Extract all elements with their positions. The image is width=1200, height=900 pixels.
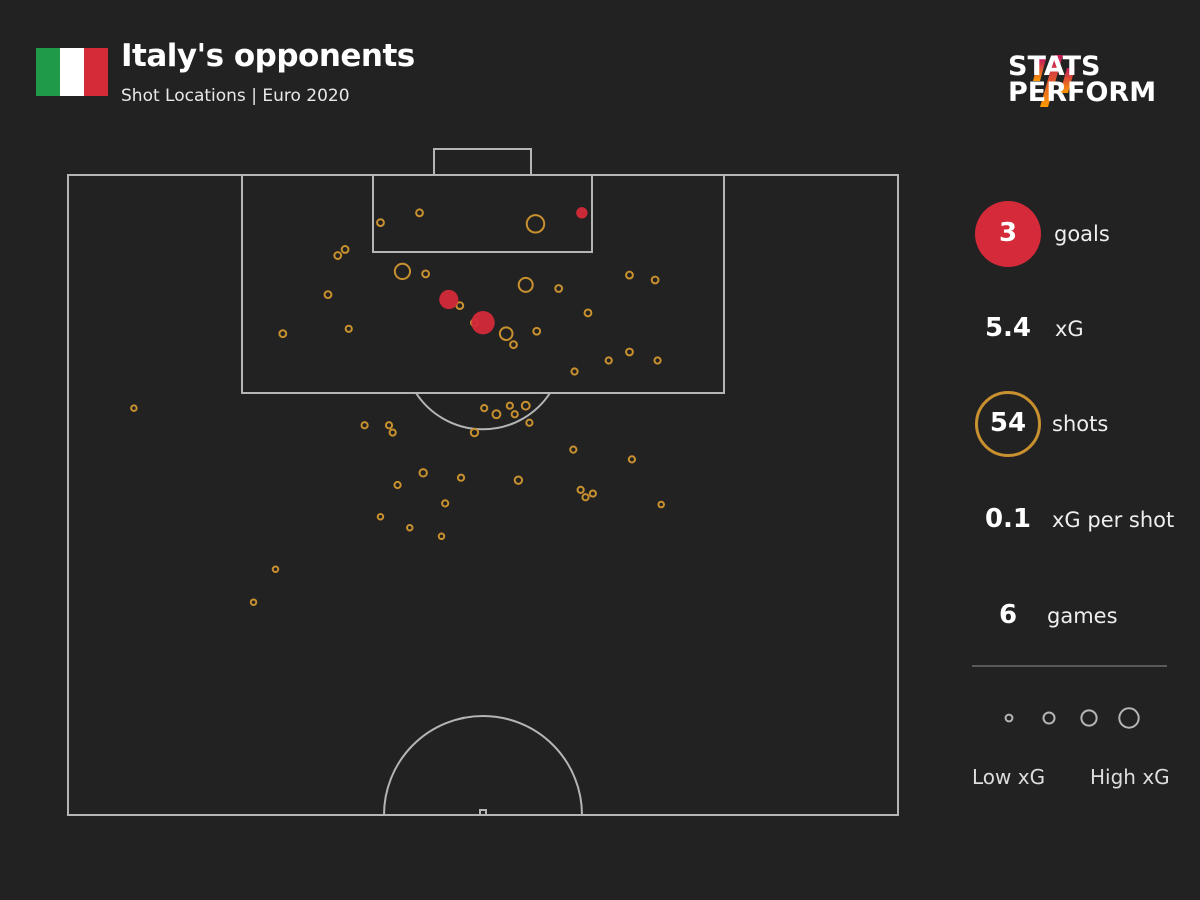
shot-marker [333, 251, 343, 260]
shot-marker [510, 410, 519, 419]
pitch-markings [67, 148, 899, 816]
xg-label: xG [1055, 317, 1084, 341]
shot-marker [406, 523, 414, 532]
shot-marker [344, 324, 353, 333]
penalty-area [241, 174, 725, 394]
shot-marker [130, 404, 138, 412]
logo-line-2: PERFORM [1008, 77, 1157, 108]
shot-marker [249, 598, 258, 606]
shots-badge [975, 391, 1041, 457]
xg-size-legend [1004, 707, 1140, 729]
shot-marker [653, 356, 662, 365]
legend-high-xg: High xG [1090, 765, 1170, 789]
shot-marker [271, 565, 280, 574]
games-value: 6 [998, 600, 1018, 630]
goals-badge [975, 201, 1041, 267]
shot-marker [415, 208, 424, 218]
stats-perform-logo: STATS PERFORM [1008, 51, 1157, 108]
legend-size-circle [1118, 707, 1140, 729]
shot-marker [376, 513, 385, 521]
legend-low-xg: Low xG [972, 765, 1046, 789]
shots-label: shots [1052, 412, 1109, 436]
shot-marker [388, 428, 397, 437]
shots-layer [130, 207, 665, 606]
legend-size-circle [1042, 711, 1056, 725]
shot-marker [437, 532, 446, 541]
shot-marker [323, 290, 333, 300]
shot-marker [525, 418, 534, 427]
chart-title: Italy's opponents [121, 38, 415, 74]
stats-divider [972, 665, 1167, 667]
games-label: games [1047, 604, 1118, 628]
logo-line-1: STATS [1008, 51, 1101, 82]
shot-marker [554, 284, 564, 293]
shot-marker [569, 445, 578, 454]
centre-circle [383, 715, 583, 816]
shot-marker [418, 468, 428, 478]
shot-marker [520, 400, 531, 411]
shot-marker [421, 269, 431, 279]
shot-marker [498, 326, 514, 341]
shot-marker [570, 367, 579, 376]
shots-value: 54 [989, 408, 1027, 438]
shot-marker [393, 480, 402, 490]
shot-marker [340, 245, 350, 254]
shot-marker [625, 347, 634, 357]
chart-subtitle: Shot Locations | Euro 2020 [121, 86, 350, 106]
legend-size-circle [1080, 709, 1098, 727]
goal-marker [471, 310, 495, 335]
shot-marker [480, 404, 489, 413]
shot-marker [532, 326, 542, 336]
shot-marker [469, 427, 480, 438]
centre-spot [479, 809, 487, 816]
shot-marker [581, 493, 590, 502]
goal-marker [439, 289, 459, 310]
flag-red [84, 48, 108, 96]
shot-marker [360, 421, 369, 430]
shot-marker [650, 275, 660, 285]
shot-marker [505, 401, 514, 410]
xg-value: 5.4 [984, 313, 1032, 343]
shot-marker [441, 499, 450, 508]
shot-marker [491, 409, 502, 420]
shot-marker [604, 356, 613, 365]
shot-marker [583, 308, 593, 318]
legend-size-circle [1004, 713, 1014, 723]
flag-white [60, 48, 84, 96]
shot-marker [513, 475, 524, 485]
shot-marker [278, 329, 288, 339]
goal-marker [576, 207, 588, 219]
six-yard-box [372, 174, 593, 253]
xg-per-shot-label: xG per shot [1052, 508, 1175, 532]
flag-green [36, 48, 60, 96]
shot-marker [657, 500, 665, 509]
shot-marker [625, 270, 634, 280]
penalty-arc [415, 392, 551, 431]
shot-marker [627, 455, 637, 464]
pitch-outline [67, 174, 899, 816]
shot-marker [588, 489, 597, 498]
stats-perform-logo-mark [1033, 55, 1075, 107]
goals-value: 3 [998, 218, 1018, 248]
shot-marker [517, 276, 534, 293]
shot-marker [393, 262, 412, 281]
shot-marker [384, 421, 394, 430]
shot-marker [509, 340, 518, 350]
shot-marker [376, 218, 385, 228]
shot-marker [525, 214, 546, 234]
shot-marker [455, 301, 465, 311]
xg-per-shot-value: 0.1 [984, 504, 1032, 534]
goals-label: goals [1054, 222, 1110, 246]
shot-marker [456, 473, 466, 482]
goal [433, 148, 532, 176]
shot-marker [576, 485, 585, 495]
italy-flag [36, 48, 108, 96]
